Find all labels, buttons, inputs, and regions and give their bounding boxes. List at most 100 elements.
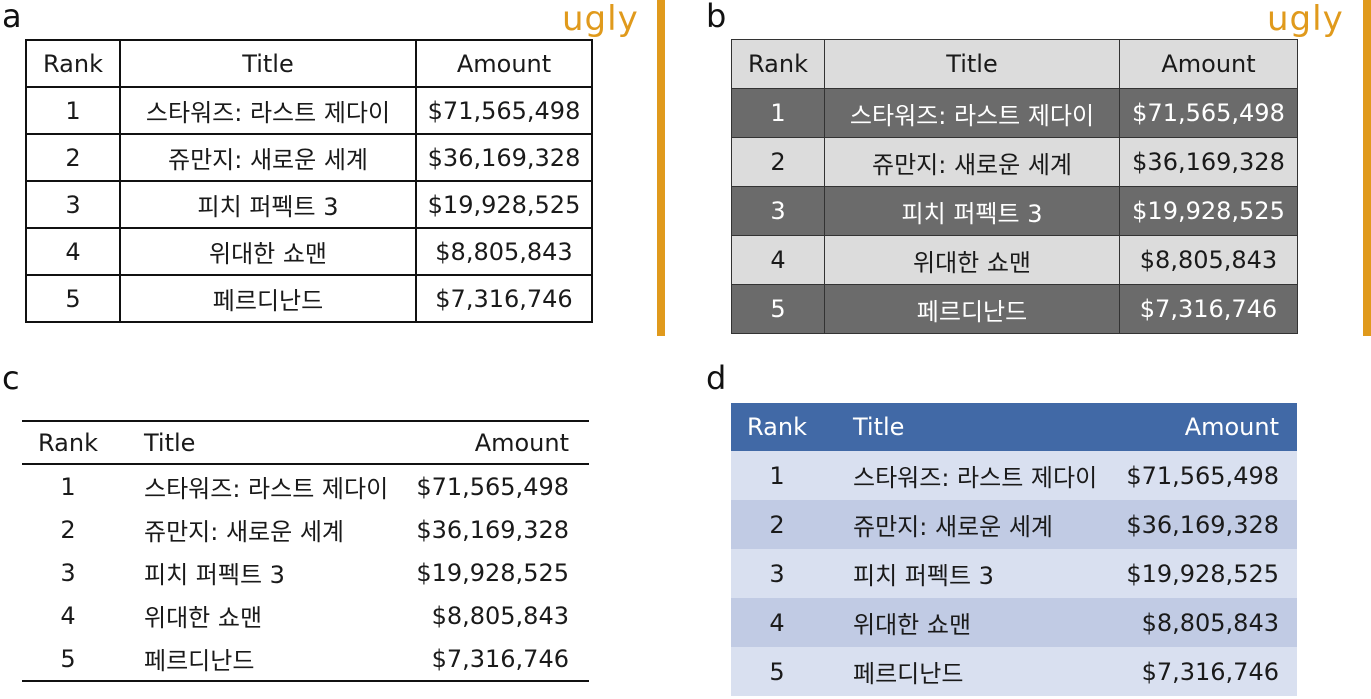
- cell-rank: 1: [25, 86, 121, 135]
- table-row: 2 쥬만지: 새로운 세계 $36,169,328: [22, 508, 589, 551]
- table-row: 3 피치 퍼펙트 3 $19,928,525: [731, 549, 1297, 598]
- cell-title: 위대한 쇼맨: [144, 604, 263, 632]
- cell-amount: $8,805,843: [1119, 235, 1298, 285]
- table-row: 3 피치 퍼펙트 3 $19,928,525: [22, 551, 589, 594]
- table-row: 4 위대한 쇼맨 $8,805,843: [731, 235, 1298, 285]
- table-d: Rank Title Amount 1 스타워즈: 라스트 제다이 $71,565,…: [731, 403, 1297, 696]
- header-title: Title: [114, 420, 406, 465]
- cell-amount: $8,805,843: [431, 601, 569, 630]
- cell-title: 스타워즈: 라스트 제다이: [119, 86, 417, 135]
- header-rank: Rank: [25, 39, 121, 88]
- table-row: 1 스타워즈: 라스트 제다이 $71,565,498: [731, 88, 1298, 138]
- table-row: 1 스타워즈: 라스트 제다이 $71,565,498: [25, 86, 593, 135]
- cell-title: 피치 퍼펙트 3: [823, 549, 1116, 598]
- table-row: 5 페르디난드 $7,316,746: [731, 284, 1298, 334]
- header-amount: Amount: [405, 420, 589, 465]
- cell-amount: $7,316,746: [1115, 647, 1297, 696]
- table-row: 2 쥬만지: 새로운 세계 $36,169,328: [731, 137, 1298, 187]
- panel-label-b: b: [706, 0, 727, 35]
- header-amount: Amount: [1115, 403, 1297, 451]
- panel-label-c: c: [2, 359, 20, 397]
- header-title: Title: [119, 39, 417, 88]
- table-row: 4 위대한 쇼맨 $8,805,843: [731, 598, 1297, 647]
- ugly-tag-b: ugly: [1267, 0, 1344, 39]
- table-row: 2 쥬만지: 새로운 세계 $36,169,328: [25, 133, 593, 182]
- cell-amount: $8,805,843: [415, 227, 593, 276]
- cell-rank: 2: [731, 137, 825, 187]
- table-row: 5 페르디난드 $7,316,746: [22, 637, 589, 682]
- header-amount: Amount: [415, 39, 593, 88]
- cell-rank: 2: [25, 133, 121, 182]
- table-row: 1 스타워즈: 라스트 제다이 $71,565,498: [22, 464, 589, 508]
- cell-amount: $36,169,328: [1115, 500, 1297, 549]
- cell-amount: $71,565,498: [1115, 451, 1297, 500]
- cell-title: 스타워즈: 라스트 제다이: [144, 475, 389, 503]
- cell-title: 쥬만지: 새로운 세계: [144, 518, 344, 546]
- header-rank: Rank: [22, 420, 114, 465]
- table-c: Rank Title Amount 1 스타워즈: 라스트 제다이 $71,565,…: [22, 420, 589, 682]
- cell-rank: 3: [60, 558, 76, 587]
- cell-rank: 4: [731, 235, 825, 285]
- header-amount: Amount: [1119, 39, 1298, 89]
- table-header-row: Rank Title Amount: [731, 39, 1298, 89]
- ugly-tag-a: ugly: [562, 0, 639, 39]
- cell-amount: $19,928,525: [1119, 186, 1298, 236]
- cell-title: 피치 퍼펙트 3: [824, 186, 1120, 236]
- header-title: Title: [824, 39, 1120, 89]
- ugly-bar-b: [1363, 0, 1371, 336]
- cell-title: 쥬만지: 새로운 세계: [119, 133, 417, 182]
- cell-rank: 5: [731, 647, 823, 696]
- cell-title: 위대한 쇼맨: [119, 227, 417, 276]
- cell-rank: 4: [731, 598, 823, 647]
- cell-amount: $19,928,525: [416, 558, 569, 587]
- table-row: 1 스타워즈: 라스트 제다이 $71,565,498: [731, 451, 1297, 500]
- cell-title: 위대한 쇼맨: [824, 235, 1120, 285]
- cell-amount: $36,169,328: [416, 515, 569, 544]
- cell-rank: 1: [60, 472, 76, 501]
- table-row: 2 쥬만지: 새로운 세계 $36,169,328: [731, 500, 1297, 549]
- cell-amount: $19,928,525: [415, 180, 593, 229]
- cell-title: 피치 퍼펙트 3: [119, 180, 417, 229]
- table-row: 4 위대한 쇼맨 $8,805,843: [25, 227, 593, 276]
- cell-rank: 4: [25, 227, 121, 276]
- table-row: 5 페르디난드 $7,316,746: [25, 274, 593, 323]
- panel-label-d: d: [706, 359, 727, 397]
- table-b: Rank Title Amount 1 스타워즈: 라스트 제다이 $71,565,…: [731, 39, 1298, 334]
- cell-rank: 3: [25, 180, 121, 229]
- cell-title: 위대한 쇼맨: [823, 598, 1116, 647]
- cell-rank: 2: [731, 500, 823, 549]
- cell-rank: 5: [25, 274, 121, 323]
- cell-amount: $19,928,525: [1115, 549, 1297, 598]
- cell-rank: 5: [22, 637, 114, 682]
- cell-amount: $7,316,746: [415, 274, 593, 323]
- cell-rank: 1: [731, 451, 823, 500]
- cell-amount: $71,565,498: [1119, 88, 1298, 138]
- header-rank: Rank: [731, 39, 825, 89]
- cell-amount: $71,565,498: [416, 472, 569, 501]
- table-header-row: Rank Title Amount: [22, 420, 589, 465]
- cell-rank: 1: [731, 88, 825, 138]
- cell-amount: $36,169,328: [1119, 137, 1298, 187]
- cell-title: 페르디난드: [114, 637, 406, 682]
- table-header-row: Rank Title Amount: [25, 39, 593, 88]
- cell-title: 스타워즈: 라스트 제다이: [823, 451, 1116, 500]
- cell-title: 페르디난드: [119, 274, 417, 323]
- cell-amount: $7,316,746: [1119, 284, 1298, 334]
- cell-rank: 4: [60, 601, 76, 630]
- cell-title: 페르디난드: [823, 647, 1116, 696]
- cell-title: 피치 퍼펙트 3: [144, 561, 285, 589]
- table-header-row: Rank Title Amount: [731, 403, 1297, 451]
- ugly-bar-a: [657, 0, 665, 336]
- cell-rank: 3: [731, 549, 823, 598]
- cell-amount: $71,565,498: [415, 86, 593, 135]
- header-rank: Rank: [731, 403, 823, 451]
- cell-rank: 2: [60, 515, 76, 544]
- cell-rank: 5: [731, 284, 825, 334]
- table-a: Rank Title Amount 1 스타워즈: 라스트 제다이 $71,565,…: [25, 39, 593, 323]
- table-row: 3 피치 퍼펙트 3 $19,928,525: [25, 180, 593, 229]
- header-title: Title: [823, 403, 1116, 451]
- cell-amount: $7,316,746: [405, 637, 589, 682]
- cell-title: 페르디난드: [824, 284, 1120, 334]
- table-row: 4 위대한 쇼맨 $8,805,843: [22, 594, 589, 637]
- cell-amount: $8,805,843: [1115, 598, 1297, 647]
